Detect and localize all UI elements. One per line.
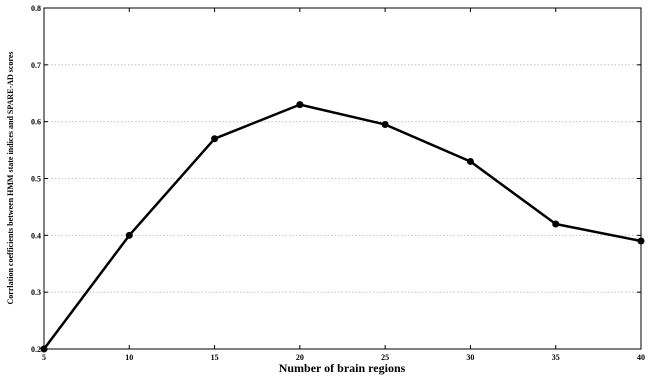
data-points — [40, 101, 645, 353]
data-point — [125, 231, 133, 239]
data-point — [211, 135, 219, 143]
y-tick-label: 0.7 — [31, 61, 41, 70]
y-tick-label: 0.6 — [31, 118, 41, 127]
data-point — [381, 121, 389, 129]
grid-lines — [44, 64, 641, 293]
y-tick-label: 0.4 — [31, 231, 41, 240]
series-line — [43, 103, 642, 350]
x-tick-label: 15 — [211, 353, 219, 362]
data-point — [296, 101, 304, 109]
y-axis-label: Corrlation coefficients between HMM stat… — [6, 52, 15, 305]
data-point — [40, 345, 48, 353]
y-tick-label: 0.5 — [31, 175, 41, 184]
x-tick-label: 35 — [552, 353, 560, 362]
y-tick-label: 0.8 — [31, 4, 41, 13]
y-axis: 0.2 0.3 0.4 0.5 0.6 0.7 0.8 — [31, 4, 641, 354]
x-tick-label: 40 — [637, 353, 645, 362]
data-point — [637, 237, 645, 245]
y-tick-label: 0.2 — [31, 345, 41, 354]
data-point — [466, 157, 474, 165]
x-axis: 5 10 15 20 25 30 35 40 — [42, 8, 645, 362]
x-tick-label: 30 — [466, 353, 474, 362]
x-tick-label: 20 — [296, 353, 304, 362]
x-tick-label: 10 — [125, 353, 133, 362]
x-tick-label: 5 — [42, 353, 46, 362]
data-point — [552, 220, 560, 228]
x-tick-label: 25 — [381, 353, 389, 362]
y-tick-label: 0.3 — [31, 288, 41, 297]
x-axis-label: Number of brain regions — [279, 361, 406, 375]
